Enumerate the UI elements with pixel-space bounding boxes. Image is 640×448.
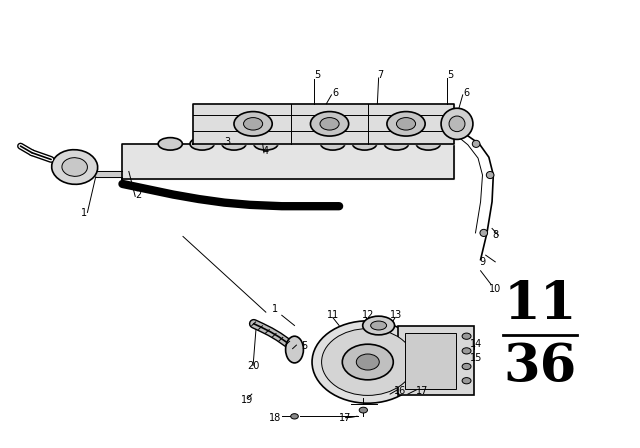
Ellipse shape — [291, 414, 298, 419]
Ellipse shape — [244, 117, 262, 130]
Circle shape — [462, 378, 471, 384]
Ellipse shape — [441, 108, 473, 139]
Text: 2: 2 — [135, 190, 141, 200]
Text: 10: 10 — [489, 284, 501, 293]
Ellipse shape — [387, 112, 425, 136]
Circle shape — [462, 333, 471, 339]
Ellipse shape — [486, 172, 494, 179]
Text: 5: 5 — [314, 70, 320, 80]
Circle shape — [356, 354, 380, 370]
Ellipse shape — [385, 138, 408, 150]
Text: 1: 1 — [273, 304, 278, 314]
Text: 6: 6 — [333, 88, 339, 98]
Ellipse shape — [222, 138, 246, 150]
Text: 9: 9 — [479, 257, 486, 267]
Ellipse shape — [472, 140, 480, 147]
Ellipse shape — [359, 407, 367, 413]
Ellipse shape — [190, 138, 214, 150]
Text: 36: 36 — [503, 341, 577, 392]
Text: 6: 6 — [463, 88, 470, 98]
Ellipse shape — [62, 158, 88, 177]
Text: 1: 1 — [81, 208, 87, 218]
Ellipse shape — [371, 321, 387, 330]
Ellipse shape — [449, 116, 465, 132]
Ellipse shape — [234, 112, 272, 136]
Text: 8: 8 — [492, 230, 499, 240]
Circle shape — [462, 363, 471, 370]
Ellipse shape — [312, 321, 424, 403]
Bar — [404, 333, 456, 389]
Text: 18: 18 — [269, 413, 282, 422]
Ellipse shape — [321, 329, 414, 396]
Ellipse shape — [321, 138, 345, 150]
Text: 17: 17 — [416, 386, 428, 396]
Text: 15: 15 — [470, 353, 483, 362]
Ellipse shape — [253, 138, 278, 150]
Ellipse shape — [396, 117, 415, 130]
Text: 7: 7 — [378, 70, 383, 80]
Ellipse shape — [363, 316, 394, 335]
Text: 13: 13 — [390, 310, 403, 320]
Text: 20: 20 — [247, 362, 259, 371]
Ellipse shape — [158, 138, 182, 150]
Ellipse shape — [416, 138, 440, 150]
Circle shape — [342, 344, 394, 380]
Ellipse shape — [310, 112, 349, 136]
Text: 16: 16 — [394, 386, 406, 396]
Text: 11: 11 — [503, 279, 577, 330]
Polygon shape — [96, 171, 122, 177]
Text: 11: 11 — [326, 310, 339, 320]
Text: 12: 12 — [362, 310, 374, 320]
Ellipse shape — [320, 117, 339, 130]
Text: 3: 3 — [225, 137, 230, 146]
Ellipse shape — [353, 138, 377, 150]
Polygon shape — [122, 144, 454, 180]
Text: 14: 14 — [470, 339, 483, 349]
Text: 17: 17 — [339, 413, 351, 422]
Circle shape — [462, 348, 471, 354]
Ellipse shape — [285, 336, 303, 363]
Bar — [398, 327, 474, 396]
Polygon shape — [193, 104, 454, 144]
Text: 19: 19 — [241, 395, 253, 405]
Text: 5: 5 — [301, 341, 307, 351]
Ellipse shape — [52, 150, 98, 184]
Text: 5: 5 — [447, 70, 454, 80]
Text: 4: 4 — [263, 146, 269, 155]
Ellipse shape — [480, 229, 488, 237]
